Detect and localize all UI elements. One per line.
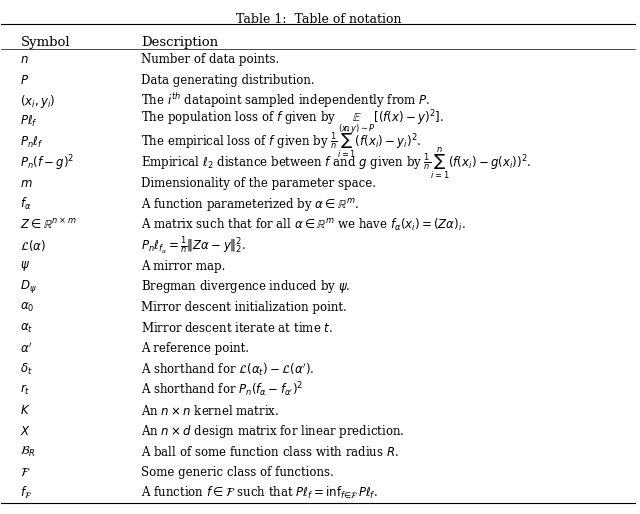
Text: $Z \in \mathbb{R}^{n\times m}$: $Z \in \mathbb{R}^{n\times m}$	[20, 217, 77, 232]
Text: $\mathcal{L}(\alpha)$: $\mathcal{L}(\alpha)$	[20, 238, 47, 253]
Text: Number of data points.: Number of data points.	[141, 53, 279, 66]
Text: $P$: $P$	[20, 74, 29, 87]
Text: Description: Description	[141, 35, 218, 49]
Text: $P_n(f-g)^2$: $P_n(f-g)^2$	[20, 153, 75, 173]
Text: $\mathcal{B}_R$: $\mathcal{B}_R$	[20, 445, 36, 459]
Text: Symbol: Symbol	[20, 35, 70, 49]
Text: Bregman divergence induced by $\psi$.: Bregman divergence induced by $\psi$.	[141, 278, 350, 295]
Text: $D_\psi$: $D_\psi$	[20, 278, 37, 295]
Text: $P\ell_f$: $P\ell_f$	[20, 114, 38, 129]
Text: The empirical loss of $f$ given by $\frac{1}{n}\sum_{i=1}^{n}(f(x_i)-y_i)^2$.: The empirical loss of $f$ given by $\fra…	[141, 124, 421, 160]
Text: The $i^{th}$ datapoint sampled independently from $P$.: The $i^{th}$ datapoint sampled independe…	[141, 91, 430, 111]
Text: $\delta_t$: $\delta_t$	[20, 362, 33, 377]
Text: $\alpha'$: $\alpha'$	[20, 341, 33, 356]
Text: $f_{\mathcal{F}}$: $f_{\mathcal{F}}$	[20, 485, 33, 501]
Text: $K$: $K$	[20, 404, 31, 417]
Text: Mirror descent iterate at time $t$.: Mirror descent iterate at time $t$.	[141, 321, 333, 335]
Text: An $n\times d$ design matrix for linear prediction.: An $n\times d$ design matrix for linear …	[141, 423, 404, 439]
Text: $f_\alpha$: $f_\alpha$	[20, 196, 32, 212]
Text: $n$: $n$	[20, 53, 29, 66]
Text: A function $f \in \mathcal{F}$ such that $P\ell_f = \inf_{f\in\mathcal{F}} P\ell: A function $f \in \mathcal{F}$ such that…	[141, 485, 378, 501]
Text: The population loss of $f$ given by $\underset{(x,y)\sim P}{\mathbb{E}}[(f(x)-y): The population loss of $f$ given by $\un…	[141, 108, 444, 136]
Text: A reference point.: A reference point.	[141, 342, 249, 355]
Text: Dimensionality of the parameter space.: Dimensionality of the parameter space.	[141, 177, 376, 190]
Text: $P_n\ell_{f_\alpha} = \frac{1}{n}\|Z\alpha - y\|_2^2$.: $P_n\ell_{f_\alpha} = \frac{1}{n}\|Z\alp…	[141, 235, 246, 256]
Text: Mirror descent initialization point.: Mirror descent initialization point.	[141, 301, 347, 314]
Text: $X$: $X$	[20, 425, 31, 438]
Text: $(x_i, y_i)$: $(x_i, y_i)$	[20, 93, 56, 109]
Text: $\psi$: $\psi$	[20, 259, 30, 273]
Text: A function parameterized by $\alpha \in \mathbb{R}^m$.: A function parameterized by $\alpha \in …	[141, 196, 359, 213]
Text: A shorthand for $P_n(f_\alpha - f_{\alpha'})^2$: A shorthand for $P_n(f_\alpha - f_{\alph…	[141, 380, 303, 399]
Text: $\alpha_t$: $\alpha_t$	[20, 321, 34, 335]
Text: Table 1:  Table of notation: Table 1: Table of notation	[236, 13, 401, 26]
Text: A mirror map.: A mirror map.	[141, 260, 225, 272]
Text: $P_n\ell_f$: $P_n\ell_f$	[20, 135, 44, 150]
Text: Empirical $\ell_2$ distance between $f$ and $g$ given by $\frac{1}{n}\sum_{i=1}^: Empirical $\ell_2$ distance between $f$ …	[141, 145, 531, 181]
Text: $\alpha_0$: $\alpha_0$	[20, 301, 35, 314]
Text: $\mathcal{F}$: $\mathcal{F}$	[20, 466, 31, 479]
Text: Some generic class of functions.: Some generic class of functions.	[141, 466, 333, 479]
Text: $m$: $m$	[20, 177, 33, 190]
Text: Data generating distribution.: Data generating distribution.	[141, 74, 314, 87]
Text: A matrix such that for all $\alpha \in \mathbb{R}^m$ we have $f_\alpha(x_i) = (Z: A matrix such that for all $\alpha \in \…	[141, 217, 465, 233]
Text: An $n\times n$ kernel matrix.: An $n\times n$ kernel matrix.	[141, 403, 279, 417]
Text: A shorthand for $\mathcal{L}(\alpha_t) - \mathcal{L}(\alpha')$.: A shorthand for $\mathcal{L}(\alpha_t) -…	[141, 361, 314, 378]
Text: $r_t$: $r_t$	[20, 383, 31, 397]
Text: A ball of some function class with radius $R$.: A ball of some function class with radiu…	[141, 445, 399, 459]
